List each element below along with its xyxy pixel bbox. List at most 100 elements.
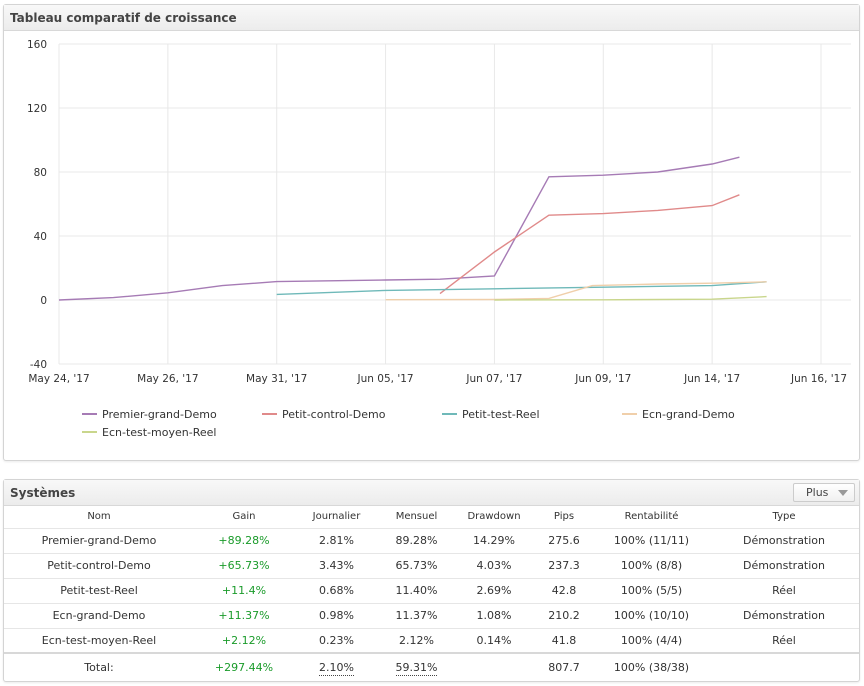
total-nom: Total: (4, 652, 194, 680)
growth-chart: 160 120 80 40 0 -40 May 24, '17 May 26, '17 May … (27, 39, 851, 439)
cell-gain: +89.28% (194, 527, 294, 553)
header-nom[interactable]: Nom (87, 511, 111, 523)
cell-drawdown: 14.29% (454, 527, 534, 553)
growth-chart-panel: Tableau comparatif de croissance 160 120 8… (3, 4, 860, 461)
legend-label: Petit-control-Demo (282, 408, 386, 421)
total-rentabilite: 100% (38/38) (594, 652, 709, 680)
cell-journalier: 0.98% (294, 602, 379, 628)
cell-journalier: 2.81% (294, 527, 379, 553)
header-mensuel[interactable]: Mensuel (395, 511, 438, 523)
cell-drawdown: 0.14% (454, 627, 534, 653)
cell-journalier: 0.23% (294, 627, 379, 653)
cell-rentabilite: 100% (10/10) (594, 602, 709, 628)
y-tick-label: 120 (27, 103, 47, 115)
total-pips: 807.7 (534, 652, 594, 680)
total-drawdown (454, 652, 534, 680)
cell-rentabilite: 100% (4/4) (594, 627, 709, 653)
cell-pips: 42.8 (534, 577, 594, 603)
total-nom-value: Total: (84, 660, 114, 674)
cell-type: Démonstration (709, 602, 859, 628)
cell-pips: 275.6 (534, 527, 594, 553)
x-tick-label: Jun 14, '17 (683, 373, 740, 385)
cell-drawdown: 2.69% (454, 577, 534, 603)
cell-mensuel: 89.28% (379, 527, 454, 553)
header-gain[interactable]: Gain (232, 511, 256, 523)
y-tick-label: 160 (27, 39, 47, 51)
table-row[interactable]: Petit-test-Reel +11.4% 0.68% 11.40% 2.69% 42.… (4, 577, 859, 603)
header-pips[interactable]: Pips (553, 511, 575, 523)
total-row: Total: +297.44% 2.10% 59.31% 807.7 100% (38/3… (4, 652, 859, 680)
total-mensuel: 59.31% (379, 652, 454, 680)
cell-mensuel: 2.12% (379, 627, 454, 653)
total-gain: +297.44% (194, 652, 294, 680)
chevron-down-icon (838, 490, 848, 496)
cell-gain: +65.73% (194, 552, 294, 578)
total-mensuel-value: 59.31% (395, 660, 438, 676)
more-button-label: Plus (806, 486, 829, 499)
cell-type: Réel (709, 627, 859, 653)
legend-label: Ecn-test-moyen-Reel (102, 426, 216, 439)
cell-type: Démonstration (709, 552, 859, 578)
x-tick-label: May 24, '17 (28, 373, 89, 385)
cell-journalier: 0.68% (294, 577, 379, 603)
cell-pips: 41.8 (534, 627, 594, 653)
cell-mensuel: 65.73% (379, 552, 454, 578)
header-rentabilite[interactable]: Rentabilité (624, 511, 679, 523)
cell-nom[interactable]: Petit-control-Demo (4, 552, 194, 578)
total-rentabilite-value: 100% (38/38) (613, 660, 690, 674)
systems-panel-header: Systèmes Plus (4, 480, 859, 506)
y-tick-label: 80 (34, 167, 47, 179)
table-row[interactable]: Ecn-test-moyen-Reel +2.12% 0.23% 2.12% 0.14%… (4, 627, 859, 653)
x-tick-label: Jun 09, '17 (574, 373, 631, 385)
header-drawdown[interactable]: Drawdown (467, 511, 521, 523)
cell-mensuel: 11.37% (379, 602, 454, 628)
cell-nom[interactable]: Ecn-grand-Demo (4, 602, 194, 628)
legend-label: Premier-grand-Demo (102, 408, 217, 421)
chart-panel-title: Tableau comparatif de croissance (4, 5, 859, 31)
cell-gain: +11.37% (194, 602, 294, 628)
series-line-ecn-test-moyen-reel (494, 295, 767, 301)
header-journalier[interactable]: Journalier (312, 511, 361, 523)
cell-nom[interactable]: Petit-test-Reel (4, 577, 194, 603)
cell-pips: 237.3 (534, 552, 594, 578)
y-tick-label: 0 (40, 295, 47, 307)
series-line-petit-test-reel (276, 281, 767, 296)
cell-rentabilite: 100% (8/8) (594, 552, 709, 578)
x-tick-label: Jun 07, '17 (465, 373, 522, 385)
cell-nom[interactable]: Premier-grand-Demo (4, 527, 194, 553)
table-row[interactable]: Petit-control-Demo +65.73% 3.43% 65.73% 4.03… (4, 552, 859, 578)
x-tick-label: May 26, '17 (137, 373, 198, 385)
legend-label: Ecn-grand-Demo (642, 408, 735, 421)
cell-gain: +11.4% (194, 577, 294, 603)
cell-pips: 210.2 (534, 602, 594, 628)
cell-gain: +2.12% (194, 627, 294, 653)
total-type (709, 652, 859, 680)
cell-type: Réel (709, 577, 859, 603)
total-gain-value: +297.44% (214, 660, 274, 674)
cell-drawdown: 4.03% (454, 552, 534, 578)
table-header-row: Nom Gain Journalier Mensuel Drawdown Pip… (4, 506, 859, 528)
systems-table: Nom Gain Journalier Mensuel Drawdown Pip… (4, 506, 859, 680)
more-dropdown-button[interactable]: Plus (793, 483, 855, 502)
y-tick-label: 40 (34, 231, 47, 243)
total-journalier-value: 2.10% (319, 660, 354, 676)
cell-journalier: 3.43% (294, 552, 379, 578)
table-row[interactable]: Ecn-grand-Demo +11.37% 0.98% 11.37% 1.08% 210… (4, 602, 859, 628)
x-tick-label: Jun 16, '17 (790, 373, 847, 385)
cell-drawdown: 1.08% (454, 602, 534, 628)
series-line-premier-grand-demo (58, 156, 740, 301)
x-tick-label: Jun 05, '17 (357, 373, 414, 385)
cell-rentabilite: 100% (5/5) (594, 577, 709, 603)
cell-nom[interactable]: Ecn-test-moyen-Reel (4, 627, 194, 653)
cell-rentabilite: 100% (11/11) (594, 527, 709, 553)
series-line-petit-control-demo (439, 194, 740, 295)
legend-label: Petit-test-Reel (462, 408, 540, 421)
table-row[interactable]: Premier-grand-Demo +89.28% 2.81% 89.28% 14.2… (4, 527, 859, 553)
systems-panel: Systèmes Plus Nom Gain Journalier Mensue… (3, 479, 860, 682)
header-type[interactable]: Type (772, 511, 796, 523)
systems-panel-title: Systèmes (10, 486, 76, 500)
total-pips-value: 807.7 (548, 660, 580, 674)
x-tick-label: May 31, '17 (246, 373, 307, 385)
cell-type: Démonstration (709, 527, 859, 553)
cell-mensuel: 11.40% (379, 577, 454, 603)
